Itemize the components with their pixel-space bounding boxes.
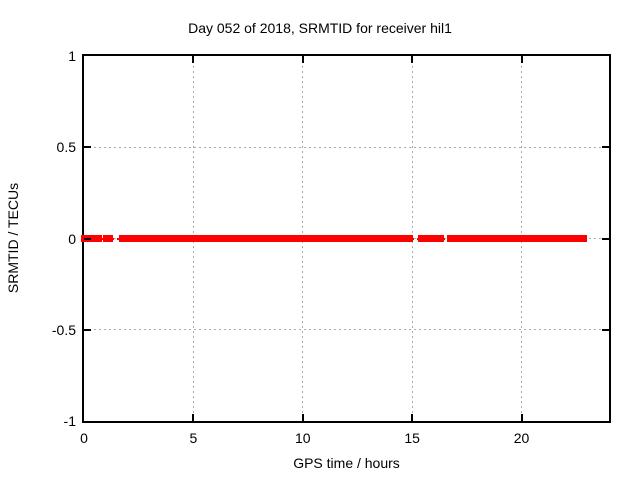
y-tick-mark-right xyxy=(602,328,609,331)
y-tick-label: 1 xyxy=(68,48,76,64)
data-segment-sparse xyxy=(99,237,106,240)
x-axis-label: GPS time / hours xyxy=(293,455,400,471)
x-tick-mark-bottom xyxy=(520,414,523,421)
y-tick-mark-left xyxy=(84,237,91,240)
data-segment-dense xyxy=(119,235,413,242)
data-segment-sparse xyxy=(440,237,451,240)
data-segment-sparse xyxy=(409,237,421,240)
x-tick-label: 10 xyxy=(294,430,311,446)
x-tick-label: 20 xyxy=(513,430,530,446)
x-tick-label: 5 xyxy=(189,430,198,446)
y-tick-label: -1 xyxy=(63,413,76,429)
chart-title: Day 052 of 2018, SRMTID for receiver hil… xyxy=(188,20,452,36)
x-tick-mark-bottom xyxy=(301,414,304,421)
gridline-horizontal xyxy=(84,329,609,331)
x-tick-mark-top xyxy=(411,56,414,63)
data-segment-sparse xyxy=(110,237,123,240)
x-tick-mark-top xyxy=(192,56,195,63)
data-segment-dense xyxy=(102,235,114,242)
x-tick-mark-top xyxy=(520,56,523,63)
x-tick-mark-top xyxy=(301,56,304,63)
y-tick-label: -0.5 xyxy=(51,321,76,338)
x-tick-label: 0 xyxy=(80,430,88,446)
gridline-horizontal xyxy=(84,146,609,148)
plot-area xyxy=(81,54,611,423)
data-segment-dense xyxy=(417,235,444,242)
y-tick-mark-left xyxy=(84,328,91,331)
y-tick-mark-left xyxy=(84,146,91,149)
data-segment-dense xyxy=(447,235,587,242)
y-tick-mark-right xyxy=(602,146,609,149)
x-tick-label: 15 xyxy=(404,430,420,446)
y-tick-label: 0 xyxy=(68,230,76,247)
x-tick-mark-bottom xyxy=(192,414,195,421)
x-tick-mark-bottom xyxy=(411,414,414,421)
data-segment-dense xyxy=(87,235,103,242)
y-tick-label: 0.5 xyxy=(56,139,76,156)
y-tick-mark-right xyxy=(602,237,609,240)
